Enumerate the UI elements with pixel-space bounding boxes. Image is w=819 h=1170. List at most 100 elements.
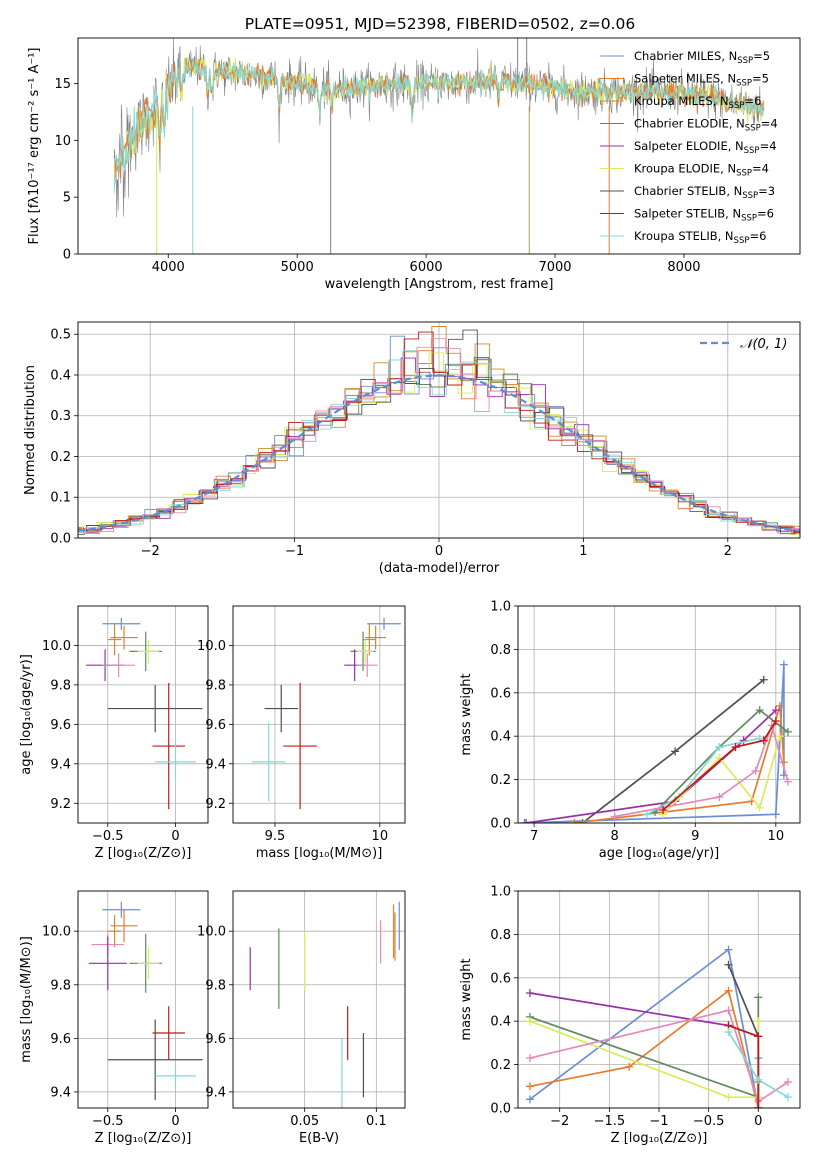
x-axis-label: age [log₁₀(age/yr)] bbox=[599, 846, 720, 861]
age-vs-mass-panel: 9.5 10 9.2 9.4 9.6 9.8 10.0 mass [log₁₀(M/M⊙)] bbox=[197, 605, 406, 861]
errorbar-point bbox=[264, 684, 299, 733]
plot-area bbox=[249, 901, 400, 1108]
mass-vs-extinction-panel: 0.05 0.1 9.4 9.6 9.8 10.0 E(B-V) bbox=[197, 890, 406, 1146]
weight-marker bbox=[783, 727, 792, 736]
weight-marker bbox=[775, 701, 784, 710]
x-axis-label: E(B-V) bbox=[299, 1131, 339, 1146]
grid bbox=[233, 891, 405, 1108]
y-tick-label: 10 bbox=[54, 134, 71, 149]
y-tick-label: 0.8 bbox=[490, 643, 511, 658]
x-tick-label: −0.5 bbox=[92, 829, 124, 844]
plot-area bbox=[88, 901, 203, 1100]
axes-frame bbox=[517, 605, 801, 824]
weight-series bbox=[525, 993, 763, 1102]
errorbar-point bbox=[137, 947, 160, 980]
weight-marker bbox=[754, 1017, 763, 1026]
y-tick-label: 9.8 bbox=[205, 678, 226, 693]
weight-marker bbox=[724, 1006, 733, 1015]
axes-frame bbox=[232, 605, 406, 824]
y-tick-label: 0.2 bbox=[490, 773, 511, 788]
y-tick-label: 9.4 bbox=[50, 1085, 71, 1100]
y-axis-label: mass [log₁₀(M/M⊙)] bbox=[19, 936, 34, 1063]
weight-marker bbox=[783, 777, 792, 786]
weight-series bbox=[570, 701, 788, 823]
grid bbox=[233, 606, 405, 823]
plot-area bbox=[86, 617, 203, 810]
weight-marker bbox=[525, 988, 534, 997]
weight-marker bbox=[525, 1082, 534, 1091]
weight-marker bbox=[755, 803, 764, 812]
x-tick-label: 9.5 bbox=[265, 829, 286, 844]
weight-series bbox=[525, 986, 763, 1108]
weight-line bbox=[662, 720, 777, 811]
mass-vs-metallicity-panel: −0.5 0 9.4 9.6 9.8 10.0 Z [log₁₀(Z/Z⊙)] mass [l… bbox=[19, 890, 209, 1146]
weight-marker bbox=[625, 1062, 634, 1071]
x-tick-label: −2 bbox=[141, 544, 160, 559]
weight-marker bbox=[771, 810, 780, 819]
y-tick-label: 0.0 bbox=[490, 817, 511, 832]
x-tick-label: 10 bbox=[768, 829, 785, 844]
weight-marker bbox=[724, 945, 733, 954]
y-axis-label: age [log₁₀(age/yr)] bbox=[19, 654, 34, 775]
weight-marker bbox=[525, 1054, 534, 1063]
y-tick-label: 0.3 bbox=[50, 409, 71, 424]
y-tick-label: 0 bbox=[63, 248, 71, 263]
weight-series bbox=[522, 706, 780, 823]
x-tick-label: 0 bbox=[435, 544, 443, 559]
legend-label: Salpeter STELIB, NSSP=6 bbox=[634, 207, 774, 224]
x-tick-label: 0 bbox=[171, 1114, 179, 1129]
y-tick-label: 1.0 bbox=[490, 600, 511, 615]
errorbar-point bbox=[107, 915, 122, 948]
weight-marker bbox=[520, 819, 529, 823]
weight-series bbox=[659, 717, 780, 814]
legend-label: Kroupa STELIB, NSSP=6 bbox=[634, 229, 766, 246]
histogram-steps bbox=[78, 352, 800, 536]
y-tick-label: 9.8 bbox=[205, 978, 226, 993]
weight-series bbox=[525, 1017, 763, 1102]
weight-marker bbox=[755, 706, 764, 715]
weight-marker bbox=[754, 1032, 763, 1041]
y-tick-label: 9.2 bbox=[50, 797, 71, 812]
y-tick-label: 9.4 bbox=[50, 757, 71, 772]
y-tick-label: 0.5 bbox=[50, 328, 71, 343]
weight-series bbox=[724, 1021, 763, 1108]
errorbar-point bbox=[107, 623, 122, 656]
x-tick-label: 1 bbox=[579, 544, 587, 559]
grid bbox=[78, 606, 208, 823]
errorbar-point bbox=[88, 936, 127, 991]
y-tick-label: 9.4 bbox=[205, 757, 226, 772]
weight-marker bbox=[779, 660, 788, 669]
y-tick-label: 0.0 bbox=[490, 1102, 511, 1117]
errorbar-point bbox=[356, 653, 378, 678]
y-tick-label: 0.2 bbox=[50, 450, 71, 465]
grid bbox=[518, 605, 800, 824]
x-tick-label: −1 bbox=[285, 544, 304, 559]
weight-marker bbox=[724, 986, 733, 995]
weight-marker bbox=[754, 993, 763, 1002]
y-tick-label: 0.6 bbox=[490, 971, 511, 986]
y-tick-label: 1.0 bbox=[490, 885, 511, 900]
plot-area bbox=[251, 617, 401, 810]
x-axis-label: Z [log₁₀(Z/Z⊙)] bbox=[611, 1131, 708, 1146]
y-tick-label: 15 bbox=[54, 77, 71, 92]
x-tick-label: −2 bbox=[550, 1114, 569, 1129]
mass-weight-vs-metallicity-panel: −2 −1.5 −1 −0.5 0 0.0 0.2 0.4 0.6 0.8 1.0 Z [log₁₀(… bbox=[459, 885, 801, 1146]
weight-marker bbox=[754, 1075, 763, 1084]
y-tick-label: 0.6 bbox=[490, 686, 511, 701]
legend-label: Chabrier ELODIE, NSSP=4 bbox=[634, 117, 778, 134]
x-tick-label: −0.5 bbox=[693, 1114, 725, 1129]
y-tick-label: 10.0 bbox=[197, 925, 226, 940]
age-vs-metallicity-panel: −0.5 0 9.2 9.4 9.6 9.8 10.0 Z [log₁₀(Z/Z⊙)] age … bbox=[19, 605, 209, 861]
weight-marker bbox=[715, 792, 724, 801]
weight-marker bbox=[771, 706, 780, 715]
errorbar-point bbox=[102, 617, 141, 630]
errorbar-point bbox=[152, 682, 185, 810]
x-tick-label: 8 bbox=[611, 829, 619, 844]
weight-series bbox=[642, 734, 764, 819]
weight-marker bbox=[642, 810, 651, 819]
axes-frame bbox=[77, 605, 209, 824]
axes-frame bbox=[77, 890, 209, 1109]
y-tick-label: 5 bbox=[63, 191, 71, 206]
y-tick-label: 9.6 bbox=[50, 1032, 71, 1047]
y-tick-label: 0.2 bbox=[490, 1058, 511, 1073]
